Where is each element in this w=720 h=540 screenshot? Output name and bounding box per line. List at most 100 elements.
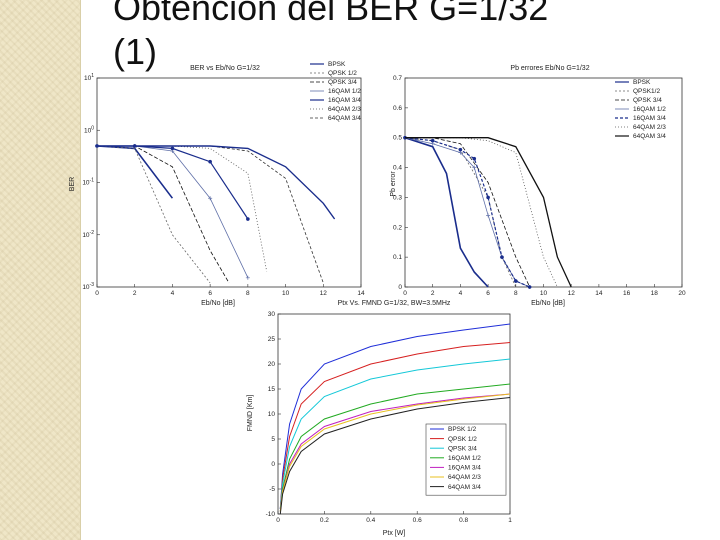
fmnd-legend-label: 64QAM 2/3 bbox=[448, 474, 481, 481]
pb-series-point bbox=[430, 138, 435, 143]
fmnd-legend-label: BPSK 1/2 bbox=[448, 426, 477, 433]
pb-x-tick-label: 14 bbox=[595, 290, 603, 297]
fmnd-chart-ylabel: FMND [Km] bbox=[247, 395, 254, 432]
pb-legend-label: QPSK 3/4 bbox=[633, 97, 662, 104]
pb-series-point bbox=[500, 255, 504, 259]
fmnd-x-tick-label: 0 bbox=[276, 517, 280, 524]
ber-legend-label: QPSK 1/2 bbox=[328, 70, 357, 77]
pb-x-tick-label: 16 bbox=[623, 290, 631, 297]
pb-x-tick-label: 0 bbox=[403, 290, 407, 297]
pb-series-line-2 bbox=[404, 137, 517, 288]
fmnd-chart-plot-area: 0 0.2 0.4 0.6 0.8 1 -10 -5 0 5 10 15 20 25 30 BPSK 1/2 Q… bbox=[266, 311, 513, 524]
pb-series-point bbox=[514, 279, 518, 283]
ber-legend-label: 64QAM 3/4 bbox=[328, 115, 361, 122]
pb-series-line-7 bbox=[405, 137, 572, 288]
fmnd-series-line-3 bbox=[279, 358, 511, 510]
pb-x-tick-label: 18 bbox=[651, 290, 659, 297]
fmnd-legend-label: 16QAM 3/4 bbox=[448, 465, 481, 472]
fmnd-y-tick-label: 30 bbox=[268, 311, 276, 318]
pb-y-tick-label: 0.3 bbox=[393, 194, 402, 201]
pb-series-point bbox=[486, 213, 491, 218]
ber-legend-label: 16QAM 1/2 bbox=[328, 88, 361, 95]
slide-title: Obtención del BER G=1/32 (1) bbox=[113, 0, 713, 74]
ber-series-line-8 bbox=[97, 145, 336, 220]
pb-x-tick-label: 20 bbox=[678, 290, 686, 297]
slide-title-line-1: Obtención del BER G=1/32 bbox=[113, 0, 549, 28]
fmnd-x-tick-label: 0.6 bbox=[413, 517, 422, 524]
pb-x-tick-label: 10 bbox=[540, 290, 548, 297]
ber-x-tick-label: 6 bbox=[208, 290, 212, 297]
pb-x-tick-label: 12 bbox=[568, 290, 576, 297]
pb-x-tick-label: 6 bbox=[486, 290, 490, 297]
ber-series-point bbox=[246, 217, 250, 221]
fmnd-legend-label: 64QAM 3/4 bbox=[448, 484, 481, 491]
fmnd-series-line-6 bbox=[279, 393, 511, 512]
pb-series-line-1 bbox=[404, 136, 489, 288]
fmnd-y-tick-label: 0 bbox=[271, 461, 275, 468]
ber-legend-label: BPSK bbox=[328, 61, 346, 68]
ber-x-tick-label: 8 bbox=[246, 290, 250, 297]
fmnd-legend-label: 16QAM 1/2 bbox=[448, 455, 481, 462]
ber-chart: BER vs Eb/No G=1/32 Eb/No [dB] BER 0 2 4 6 8… bbox=[69, 61, 365, 307]
pb-y-tick-label: 0.2 bbox=[393, 224, 402, 231]
ber-y-tick-label: 10-1 bbox=[82, 178, 94, 187]
ber-legend-label: QPSK 3/4 bbox=[328, 79, 357, 86]
ber-y-tick-label: 10-3 bbox=[82, 282, 94, 291]
pb-series-point bbox=[472, 156, 477, 161]
fmnd-y-tick-label: -5 bbox=[269, 486, 275, 493]
pb-x-tick-label: 8 bbox=[514, 290, 518, 297]
pb-y-tick-label: 0.6 bbox=[393, 105, 402, 112]
pb-legend-label: 16QAM 3/4 bbox=[633, 115, 666, 122]
ber-series-point bbox=[245, 275, 250, 280]
ber-chart-title: BER vs Eb/No G=1/32 bbox=[190, 65, 260, 72]
ber-x-tick-label: 12 bbox=[320, 290, 328, 297]
fmnd-series-line-1 bbox=[279, 323, 511, 510]
ber-series-point bbox=[170, 146, 175, 151]
ber-chart-plot-area: 0 2 4 6 8 10 12 14 10-3 10-2 10-1 100 101 BPSK QPSK 1/… bbox=[82, 61, 365, 297]
fmnd-y-tick-label: 10 bbox=[268, 411, 276, 418]
fmnd-chart: Ptx Vs. FMND G=1/32, BW=3.5MHz Ptx [W] F… bbox=[247, 300, 513, 537]
fmnd-y-tick-label: 15 bbox=[268, 386, 276, 393]
pb-chart-ylabel: Pb error bbox=[390, 171, 397, 197]
fmnd-x-tick-label: 0.2 bbox=[320, 517, 329, 524]
ber-y-tick-label: 100 bbox=[84, 125, 94, 134]
fmnd-y-tick-label: 20 bbox=[268, 361, 276, 368]
ber-x-tick-label: 10 bbox=[282, 290, 290, 297]
pb-legend-label: 64QAM 2/3 bbox=[633, 124, 666, 131]
fmnd-series-line-7 bbox=[279, 397, 511, 515]
pb-series-point bbox=[527, 285, 532, 289]
fmnd-legend-box bbox=[425, 423, 507, 496]
pb-x-tick-label: 4 bbox=[459, 290, 463, 297]
pb-legend-label: 64QAM 3/4 bbox=[633, 133, 666, 140]
pb-y-tick-label: 0.5 bbox=[393, 135, 402, 142]
fmnd-legend-label: QPSK 1/2 bbox=[448, 436, 477, 443]
fmnd-chart-title: Ptx Vs. FMND G=1/32, BW=3.5MHz bbox=[338, 300, 451, 307]
pb-chart-xlabel: Eb/No [dB] bbox=[531, 300, 565, 307]
pb-legend-label: BPSK bbox=[633, 79, 651, 86]
ber-x-tick-label: 4 bbox=[171, 290, 175, 297]
pb-y-tick-label: 0 bbox=[398, 284, 402, 291]
fmnd-y-tick-label: 25 bbox=[268, 336, 276, 343]
pb-series-line-3 bbox=[405, 137, 531, 288]
fmnd-series-line-4 bbox=[279, 383, 511, 512]
ber-series-point bbox=[208, 159, 212, 164]
pb-series-point bbox=[458, 147, 463, 152]
pb-error-chart: Pb errores Eb/No G=1/32 Eb/No [dB] Pb er… bbox=[390, 65, 686, 307]
ber-y-tick-label: 10-2 bbox=[82, 230, 94, 239]
pb-plot-frame bbox=[404, 77, 683, 288]
fmnd-legend-label: QPSK 3/4 bbox=[448, 445, 477, 452]
fmnd-chart-xlabel: Ptx [W] bbox=[383, 530, 406, 537]
ber-x-tick-label: 0 bbox=[95, 290, 99, 297]
ber-chart-xlabel: Eb/No [dB] bbox=[201, 300, 235, 307]
ber-y-tick-label: 101 bbox=[84, 73, 94, 82]
pb-y-tick-label: 0.7 bbox=[393, 75, 402, 82]
ber-series-line-2 bbox=[96, 145, 211, 284]
ber-x-tick-label: 2 bbox=[133, 290, 137, 297]
ber-legend-label: 16QAM 3/4 bbox=[328, 97, 361, 104]
fmnd-series-line-2 bbox=[279, 342, 511, 510]
slide-title-line-2: (1) bbox=[113, 31, 157, 72]
pb-chart-title: Pb errores Eb/No G=1/32 bbox=[510, 65, 589, 72]
decorative-sidebar bbox=[0, 0, 81, 540]
pb-y-tick-label: 0.4 bbox=[393, 165, 402, 172]
pb-y-tick-label: 0.1 bbox=[393, 254, 402, 261]
